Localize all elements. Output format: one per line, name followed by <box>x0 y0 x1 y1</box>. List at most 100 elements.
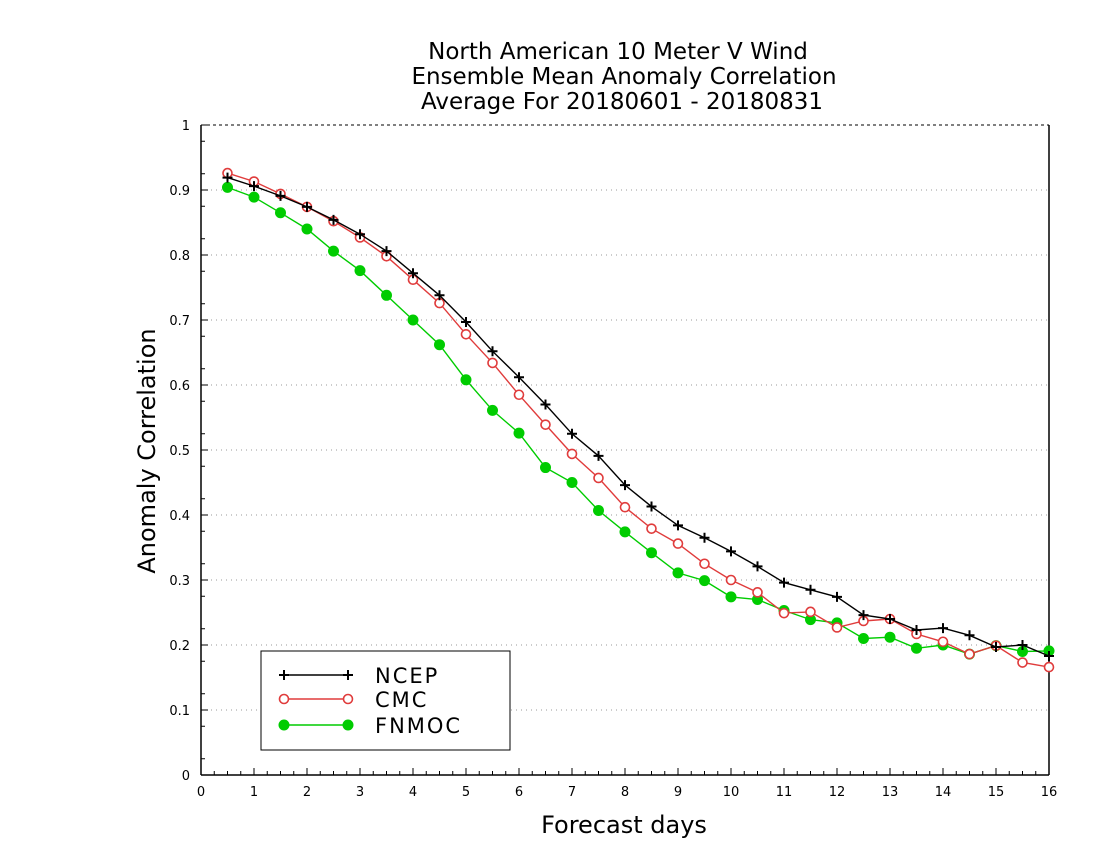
legend-entry-ncep: NCEP <box>279 664 439 688</box>
y-tick-label: 0.9 <box>169 184 190 199</box>
y-axis-label: Anomaly Correlation <box>133 328 161 573</box>
title-line-2: Ensemble Mean Anomaly Correlation <box>411 64 836 90</box>
data-point-cmc <box>699 558 710 570</box>
data-point-cmc <box>619 501 631 513</box>
legend-box <box>260 650 511 751</box>
data-point-cmc <box>540 419 551 430</box>
legend-entry-fnmoc: FNMOC <box>278 714 462 738</box>
legend-label: CMC <box>375 688 428 712</box>
data-point-cmc <box>725 574 737 586</box>
data-point-ncep <box>567 428 577 439</box>
x-tick-label: 9 <box>674 785 682 800</box>
y-tick-label: 0.3 <box>169 574 190 589</box>
legend-label: NCEP <box>375 664 439 688</box>
series-line-cmc <box>227 172 1050 668</box>
data-point-fnmoc <box>672 567 684 579</box>
data-point-ncep <box>885 614 895 624</box>
y-tick-label: 0 <box>182 769 190 784</box>
data-point-cmc <box>805 606 816 618</box>
data-point-fnmoc <box>699 575 710 587</box>
data-point-ncep <box>726 546 736 557</box>
x-tick-label: 11 <box>776 785 793 800</box>
grid-lines <box>201 189 1049 711</box>
data-point-ncep <box>752 561 763 572</box>
x-tick-label: 6 <box>515 785 523 800</box>
data-point-ncep <box>673 520 683 531</box>
title-line-1: North American 10 Meter V Wind <box>428 39 808 65</box>
chart-title: North American 10 Meter V Wind Ensemble … <box>411 39 836 115</box>
data-point-fnmoc <box>381 289 392 301</box>
legend-marker <box>342 693 354 705</box>
x-tick-label: 12 <box>829 785 846 800</box>
data-point-cmc <box>513 389 525 401</box>
data-point-ncep <box>408 268 418 279</box>
y-tick-label: 1 <box>182 119 190 134</box>
data-point-cmc <box>1017 657 1028 668</box>
data-point-ncep <box>964 630 975 641</box>
data-point-fnmoc <box>275 207 286 219</box>
x-tick-label: 5 <box>462 785 470 800</box>
data-point-ncep <box>699 532 710 543</box>
y-tick-label: 0.1 <box>169 704 190 719</box>
y-tick-label: 0.6 <box>169 379 190 394</box>
data-point-cmc <box>646 523 657 534</box>
data-point-ncep <box>593 450 604 461</box>
data-point-cmc <box>937 636 949 648</box>
data-point-fnmoc <box>434 339 445 351</box>
data-point-ncep <box>779 577 789 588</box>
x-tick-label: 16 <box>1041 785 1058 800</box>
data-point-ncep <box>461 316 471 327</box>
data-point-ncep <box>275 190 286 201</box>
y-tick-label: 0.5 <box>169 444 190 459</box>
x-tick-label: 14 <box>935 785 952 800</box>
data-point-cmc <box>487 357 498 369</box>
data-point-fnmoc <box>248 191 260 203</box>
x-tick-label: 2 <box>303 785 311 800</box>
legend-marker <box>278 693 290 705</box>
data-point-fnmoc <box>301 223 313 235</box>
x-tick-label: 3 <box>356 785 364 800</box>
data-point-ncep <box>646 501 657 512</box>
data-point-fnmoc <box>354 265 366 277</box>
y-axis-ticks: 0 0.1 0.2 0.3 0.4 0.5 0.6 0.7 0.8 0.9 1 <box>169 119 208 784</box>
data-point-cmc <box>831 622 843 633</box>
series-layer <box>222 167 1055 673</box>
data-point-ncep <box>328 214 339 225</box>
legend-label: FNMOC <box>375 714 462 738</box>
x-axis-label: Forecast days <box>541 811 707 839</box>
x-tick-label: 0 <box>197 785 205 800</box>
data-point-fnmoc <box>328 245 339 257</box>
data-point-fnmoc <box>646 547 657 559</box>
data-point-ncep <box>832 591 842 602</box>
title-line-3: Average For 20180601 - 20180831 <box>421 89 823 115</box>
x-tick-label: 10 <box>723 785 740 800</box>
data-point-ncep <box>1017 640 1028 650</box>
x-tick-label: 13 <box>882 785 899 800</box>
y-tick-label: 0.7 <box>169 314 190 329</box>
data-point-ncep <box>302 201 312 212</box>
data-point-ncep <box>381 246 392 257</box>
series-ncep <box>222 172 1054 662</box>
series-cmc <box>222 167 1055 673</box>
x-tick-label: 4 <box>409 785 417 800</box>
legend-marker <box>278 719 290 731</box>
data-point-cmc <box>566 448 578 460</box>
data-point-ncep <box>540 399 551 410</box>
x-tick-label: 7 <box>568 785 576 800</box>
data-point-ncep <box>805 584 816 595</box>
legend-marker <box>343 670 353 680</box>
data-point-ncep <box>434 290 445 301</box>
x-tick-label: 8 <box>621 785 629 800</box>
data-point-ncep <box>222 172 233 183</box>
data-point-fnmoc <box>858 633 869 644</box>
series-fnmoc <box>222 181 1055 660</box>
data-point-ncep <box>487 346 498 357</box>
series-line-fnmoc <box>227 186 1050 655</box>
data-point-fnmoc <box>619 526 631 538</box>
data-point-ncep <box>620 480 630 491</box>
data-point-fnmoc <box>725 591 737 603</box>
x-tick-label: 1 <box>250 785 258 800</box>
